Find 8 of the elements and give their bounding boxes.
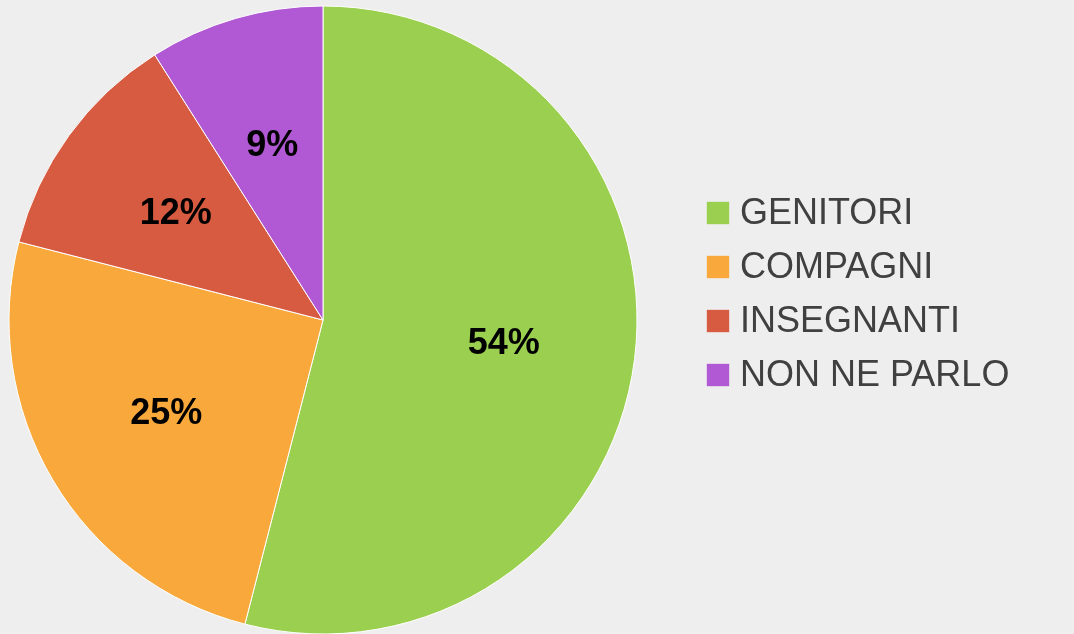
legend-label: COMPAGNI	[740, 245, 934, 286]
data-label: 12%	[139, 190, 212, 232]
data-label: 25%	[130, 390, 203, 432]
legend-label: INSEGNANTI	[740, 299, 961, 340]
data-label: 9%	[246, 123, 299, 165]
legend-label: NON NE PARLO	[740, 353, 1010, 394]
legend-label: GENITORI	[740, 191, 914, 232]
data-label: 54%	[467, 320, 540, 362]
